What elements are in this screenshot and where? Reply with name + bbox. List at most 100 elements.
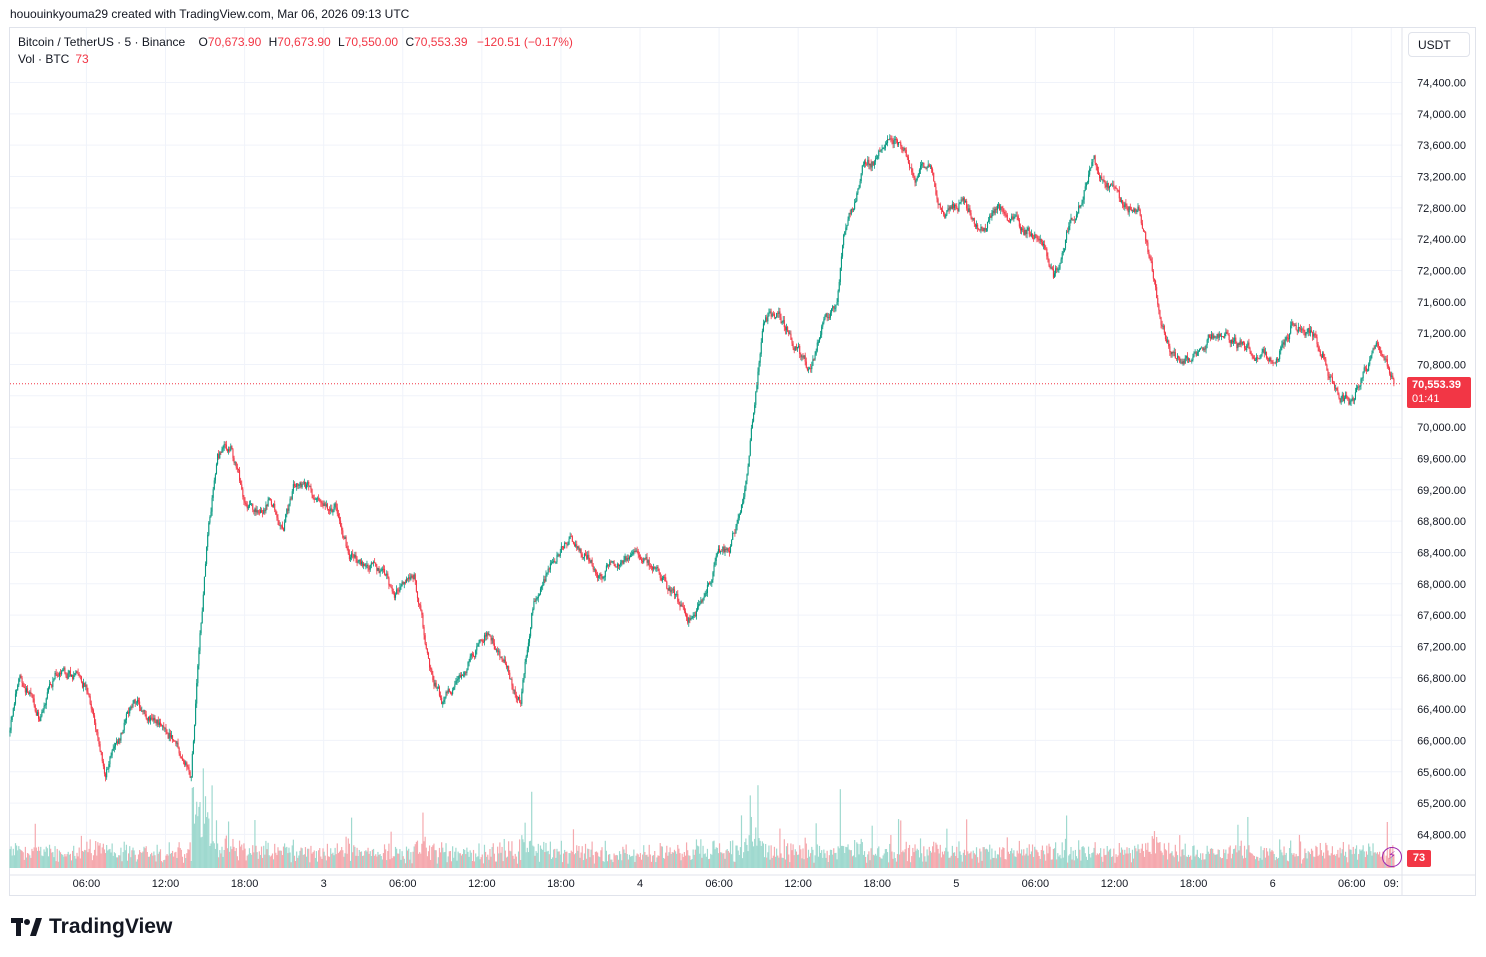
volume-bar [576, 845, 578, 868]
volume-bar [692, 849, 694, 868]
volume-bar [542, 850, 544, 868]
candle-body [437, 687, 439, 688]
candle-body [894, 138, 896, 140]
volume-value: 73 [75, 52, 89, 66]
candle-body [1100, 176, 1102, 179]
candle-body [1196, 352, 1198, 356]
candle-body [431, 669, 433, 675]
candle-body [646, 557, 648, 563]
candle-body [1237, 343, 1239, 349]
volume-bar [1238, 850, 1240, 868]
volume-bar [847, 844, 849, 868]
candle-body [651, 567, 654, 570]
candle-body [472, 654, 475, 657]
volume-label[interactable]: Vol · BTC [18, 52, 70, 66]
candle-body [1274, 362, 1276, 364]
candle-body [1230, 339, 1232, 344]
candle-body [1348, 398, 1350, 405]
volume-bar [617, 859, 620, 868]
candle-body [1016, 215, 1018, 217]
candle-body [215, 464, 218, 475]
candle-body [709, 582, 711, 584]
volume-bar [11, 855, 13, 868]
volume-bar [610, 859, 612, 868]
volume-bar [337, 853, 340, 868]
volume-bar [39, 850, 41, 868]
candle-body [796, 347, 799, 349]
candle-body [217, 453, 219, 465]
candle-body [975, 224, 978, 227]
volume-bar [859, 844, 861, 868]
candle-body [642, 560, 644, 563]
candle-body [429, 658, 431, 668]
price-chart[interactable]: 64,800.0065,200.0065,600.0066,000.0066,4… [0, 0, 1486, 900]
symbol-title[interactable]: Bitcoin / TetherUS · 5 · Binance [18, 35, 186, 49]
volume-bar [258, 851, 260, 868]
candle-body [1180, 361, 1182, 363]
candle-body [157, 719, 159, 725]
volume-bar [91, 860, 93, 868]
volume-bar [1333, 854, 1336, 868]
candle-body [14, 693, 17, 704]
chart-frame[interactable] [9, 27, 1476, 896]
volume-bar [242, 850, 244, 868]
volume-bar [374, 855, 376, 868]
candle-body [455, 680, 457, 685]
candle-body [1276, 358, 1279, 361]
volume-bar [736, 845, 738, 868]
volume-bar [1352, 846, 1354, 868]
volume-bar [280, 850, 282, 868]
volume-bar [693, 854, 695, 868]
candle-body [938, 204, 940, 205]
candle-body [128, 711, 130, 714]
volume-bar [393, 856, 396, 868]
volume-bar [1320, 850, 1323, 868]
candle-body [611, 561, 613, 563]
candle-body [1046, 248, 1048, 257]
volume-bar [762, 843, 765, 868]
volume-bar [952, 852, 955, 868]
volume-bar [189, 842, 191, 868]
candle-body [421, 610, 423, 615]
candle-body [686, 614, 688, 618]
volume-bar [669, 847, 671, 868]
candle-body [1151, 261, 1153, 272]
candle-body [832, 306, 834, 309]
candle-body [769, 311, 771, 313]
currency-button[interactable]: USDT [1408, 32, 1470, 57]
candle-body [536, 598, 538, 600]
candle-body [1080, 204, 1082, 208]
candle-body [284, 522, 286, 531]
time-tick-label: 18:00 [547, 878, 575, 890]
candle-body [413, 574, 415, 580]
volume-bar [721, 852, 723, 868]
volume-bar [1108, 849, 1111, 868]
candle-body [1297, 327, 1299, 332]
candle-body [77, 672, 79, 675]
candle-body [954, 204, 956, 209]
volume-bar [278, 850, 280, 868]
candle-body [98, 737, 100, 745]
candle-body [1343, 397, 1346, 402]
volume-bar [489, 849, 491, 868]
volume-bar [814, 855, 816, 868]
tradingview-logo[interactable]: TradingView [11, 915, 172, 939]
volume-bar [494, 861, 497, 868]
candle-body [1150, 258, 1152, 262]
candle-body [676, 594, 678, 595]
volume-bar [1023, 849, 1025, 868]
volume-bar [1076, 858, 1079, 868]
candle-body [985, 228, 987, 231]
volume-bar [870, 848, 872, 868]
volume-bar [670, 853, 672, 868]
lightning-icon[interactable]: ⚡ [1382, 847, 1402, 867]
candle-body [453, 687, 455, 691]
volume-bar [65, 856, 67, 868]
volume-bar [687, 850, 689, 868]
volume-bar [1067, 862, 1069, 868]
candle-body [117, 741, 119, 744]
candle-body [1257, 357, 1259, 359]
candle-body [169, 733, 171, 738]
candle-body [83, 682, 85, 688]
volume-bar [129, 846, 131, 868]
